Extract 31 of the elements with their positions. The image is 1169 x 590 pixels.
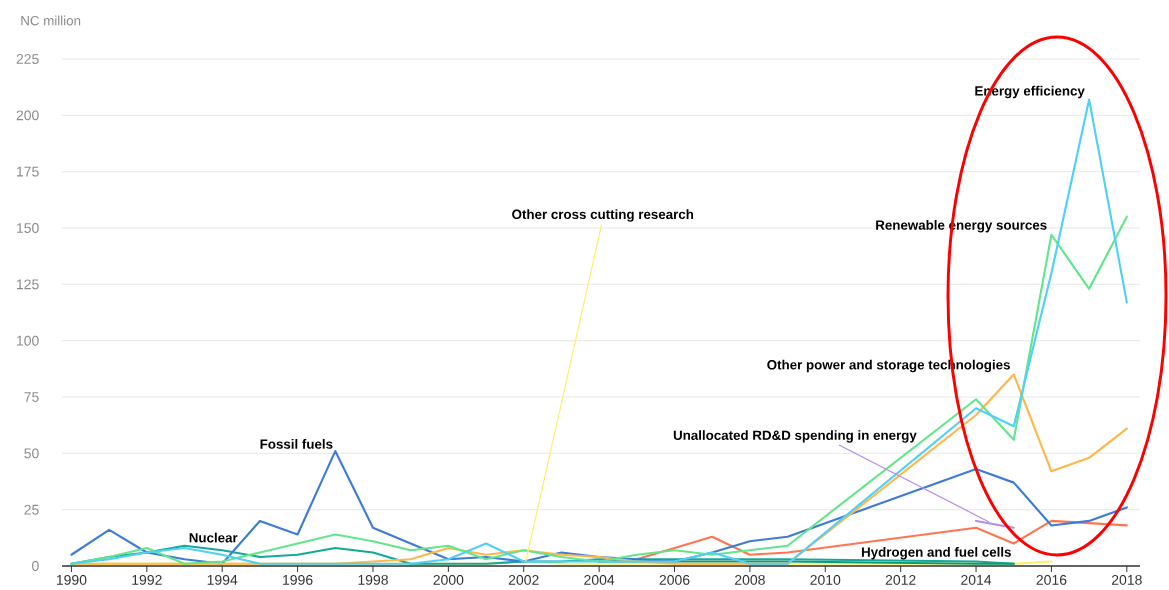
y-tick-label: 125 [17,279,39,290]
y-tick-label: 200 [16,110,39,121]
x-tick-label: 2000 [433,574,464,585]
x-tick-label: 1990 [56,574,87,585]
x-tick-label: 2008 [735,574,765,585]
y-axis-title: NC million [21,15,81,26]
x-tick-label: 2014 [961,574,992,585]
x-tick-label: 1994 [207,574,238,585]
y-tick-label: 100 [17,335,39,346]
x-tick-label: 2004 [584,574,615,585]
y-tick-label: 75 [24,392,39,402]
x-tick-label: 2018 [1111,574,1142,585]
y-tick-label: 175 [17,166,39,177]
series-label: Fossil fuels [260,439,333,449]
x-tick-label: 1998 [358,574,388,585]
text: Other cross cutting research [512,209,694,222]
text: Unallocated RD&D spending in energy [673,430,917,443]
y-tick-label: 225 [16,54,39,64]
y-tick-label: 25 [24,504,39,515]
x-tick-label: 2006 [659,574,690,585]
series-label: Nuclear [189,532,238,543]
y-tick-label: 50 [24,448,39,459]
y-tick-label: 0 [32,561,39,571]
x-tick-label: 1992 [132,574,162,585]
x-tick-label: 2016 [1036,574,1067,585]
x-tick-label: 1996 [283,574,313,585]
x-tick-label: 2002 [508,574,539,585]
x-tick-label: 2012 [885,574,916,585]
y-tick-label: 150 [17,223,39,233]
series-label: Hydrogen and fuel cells [861,546,1011,560]
x-tick-label: 2010 [810,574,841,585]
